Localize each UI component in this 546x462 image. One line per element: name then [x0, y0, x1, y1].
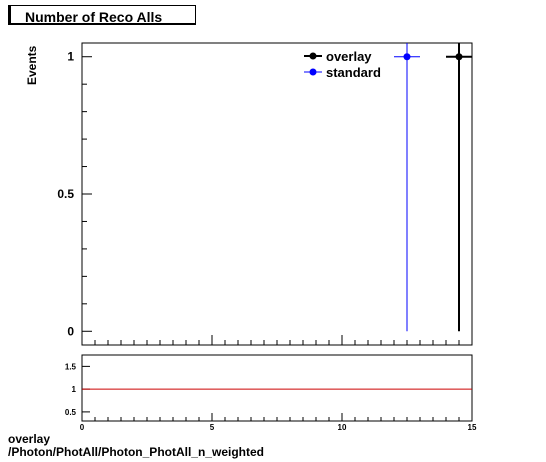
ratio-y-tick-label: 1 [72, 385, 77, 394]
legend-label: overlay [326, 49, 372, 64]
data-point [455, 53, 463, 61]
ratio-plot: 0.5 1 1.5 0 5 10 15 [65, 354, 477, 432]
ratio-x-tick-label: 5 [210, 423, 215, 432]
legend-marker [309, 52, 317, 60]
chart-title-box: Number of Reco Alls [8, 5, 196, 25]
legend-label: standard [326, 65, 381, 80]
ratio-x-tick-label: 15 [468, 423, 477, 432]
legend-marker [309, 68, 317, 76]
ratio-x-tick-label: 0 [80, 423, 85, 432]
ratio-y-tick-label: 0.5 [65, 408, 77, 417]
chart-title: Number of Reco Alls [25, 9, 163, 25]
footer-label: overlay [8, 432, 51, 446]
y-tick-label: 0.5 [57, 187, 74, 201]
data-point [403, 53, 411, 61]
y-tick-label: 0 [67, 324, 74, 338]
main-plot-frame [81, 42, 473, 346]
y-axis-label: Events [25, 45, 39, 85]
ratio-y-tick-label: 1.5 [65, 362, 77, 371]
ratio-x-tick-label: 10 [338, 423, 347, 432]
y-tick-label: 1 [67, 50, 74, 64]
ratio-plot-frame [81, 354, 473, 422]
footer-path: /Photon/PhotAll/Photon_PhotAll_n_weighte… [8, 445, 264, 459]
